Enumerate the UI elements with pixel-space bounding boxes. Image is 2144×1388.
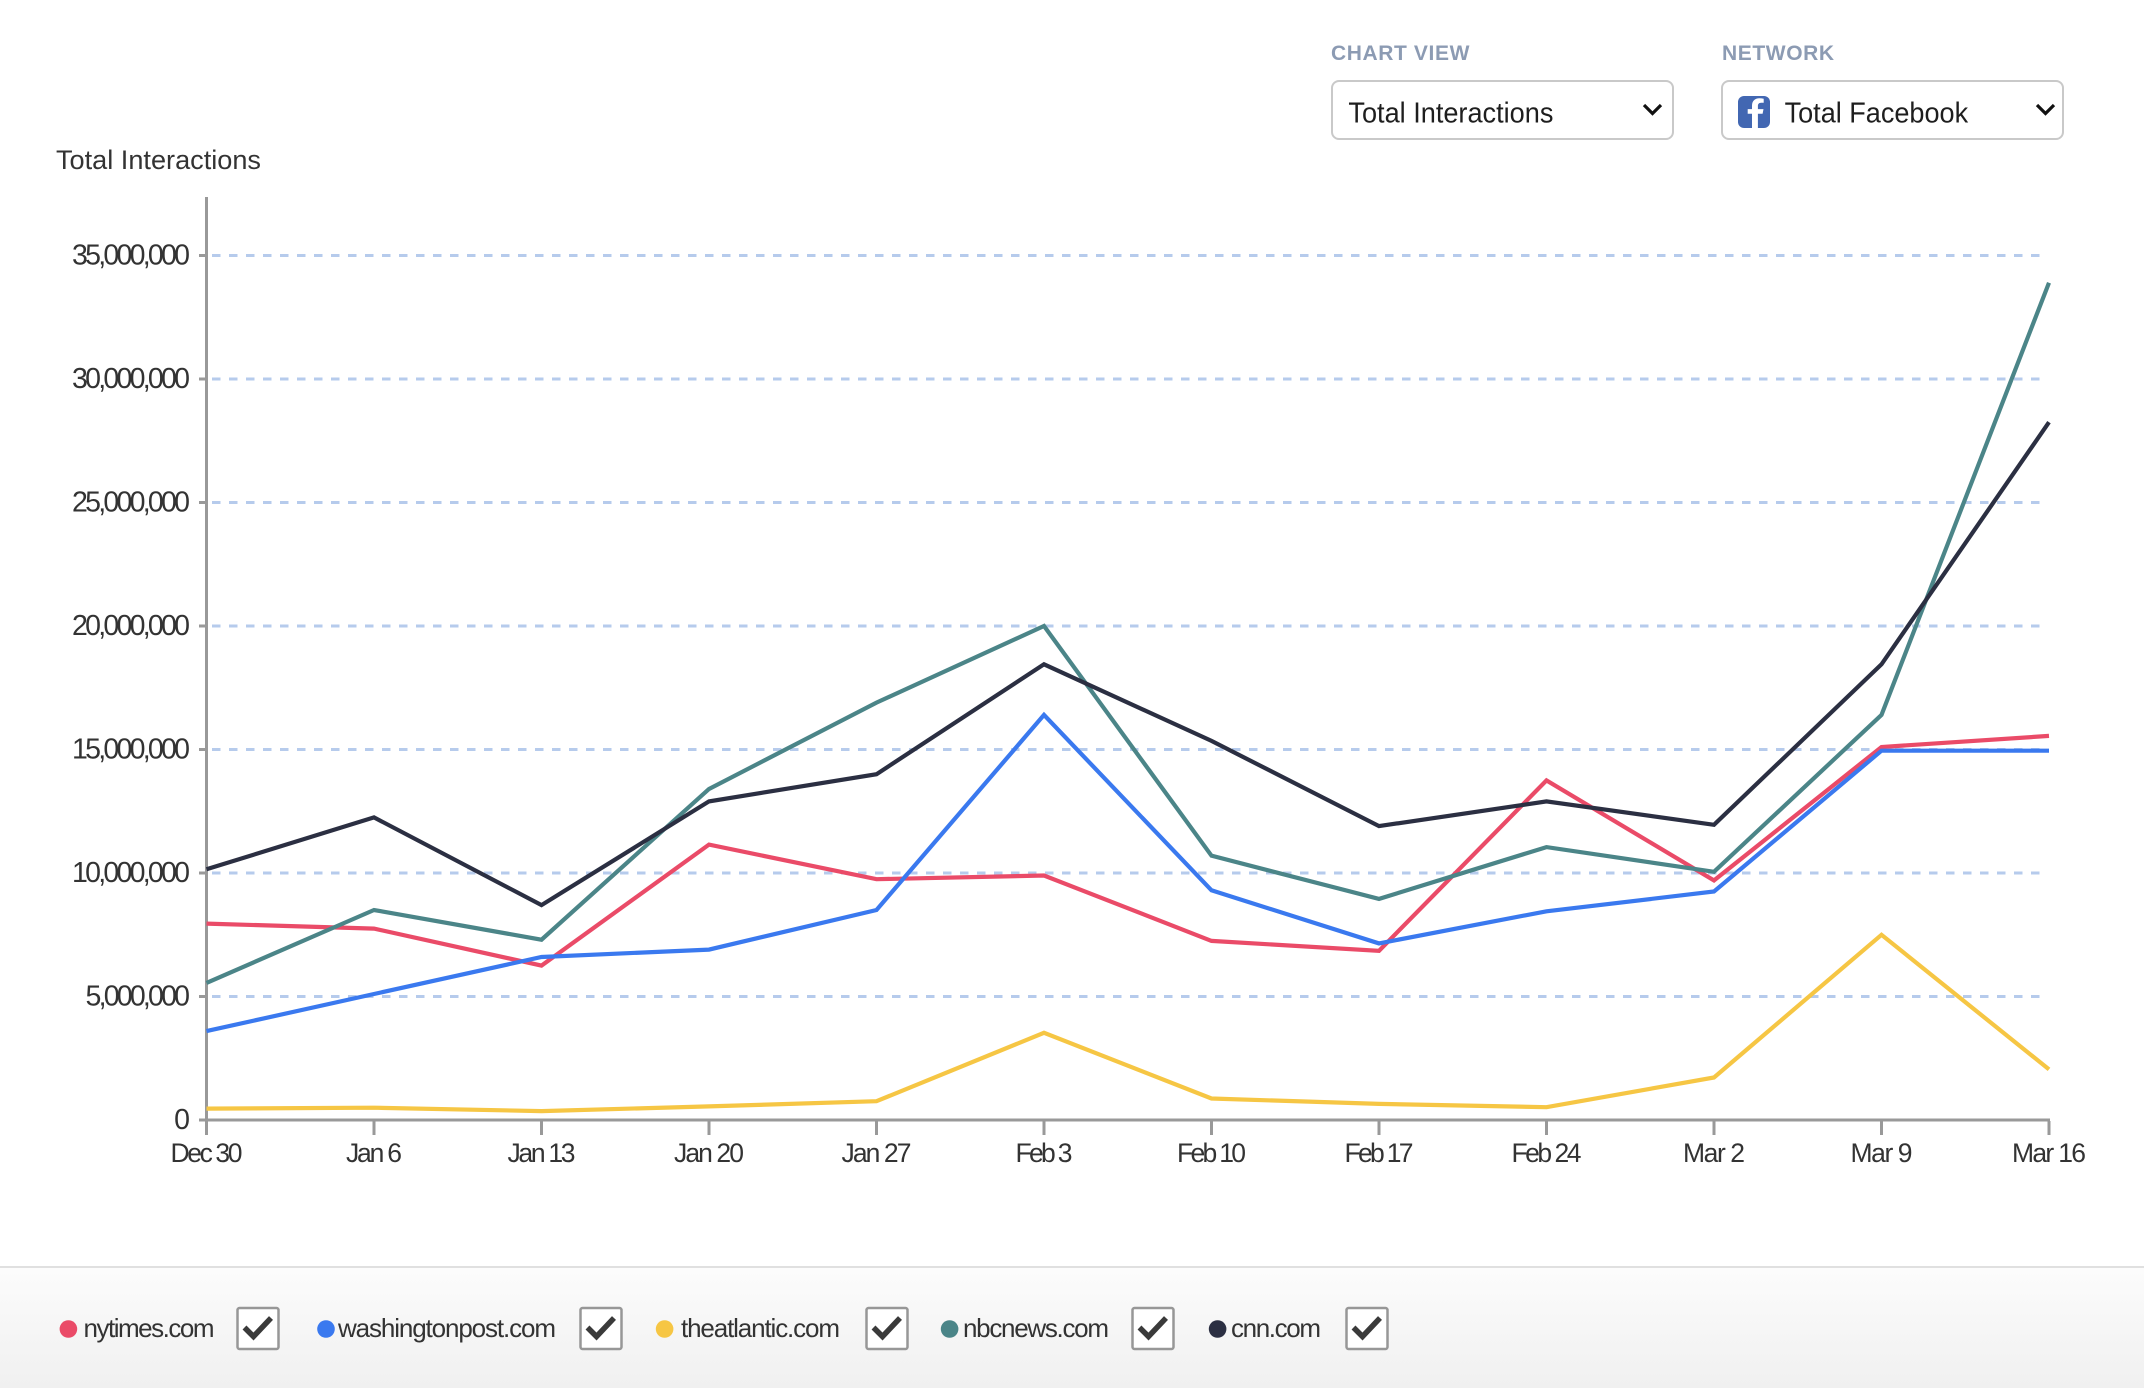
svg-text:Jan 27: Jan 27: [842, 1138, 912, 1168]
svg-text:Feb 10: Feb 10: [1177, 1138, 1246, 1168]
svg-text:Jan 13: Jan 13: [508, 1138, 576, 1168]
svg-text:Mar 2: Mar 2: [1683, 1138, 1745, 1168]
svg-text:Feb 3: Feb 3: [1016, 1138, 1073, 1168]
svg-text:20,000,000: 20,000,000: [72, 610, 190, 642]
svg-text:30,000,000: 30,000,000: [72, 363, 190, 395]
svg-text:Jan 6: Jan 6: [346, 1138, 402, 1168]
svg-text:Total Interactions: Total Interactions: [56, 145, 261, 175]
svg-text:10,000,000: 10,000,000: [72, 857, 190, 889]
svg-text:Mar 9: Mar 9: [1851, 1138, 1913, 1168]
svg-text:nbcnews.com: nbcnews.com: [963, 1313, 1109, 1343]
svg-text:washingtonpost.com: washingtonpost.com: [337, 1313, 556, 1343]
svg-text:Feb 24: Feb 24: [1512, 1138, 1582, 1168]
svg-text:Jan 20: Jan 20: [674, 1138, 744, 1168]
svg-text:cnn.com: cnn.com: [1231, 1313, 1321, 1343]
svg-text:Total Interactions: Total Interactions: [1348, 98, 1553, 130]
svg-text:nytimes.com: nytimes.com: [84, 1313, 215, 1343]
svg-text:5,000,000: 5,000,000: [86, 981, 191, 1013]
svg-text:Mar 16: Mar 16: [2012, 1138, 2086, 1168]
svg-text:35,000,000: 35,000,000: [72, 240, 190, 272]
svg-text:Dec 30: Dec 30: [171, 1138, 243, 1168]
svg-text:Total Facebook: Total Facebook: [1785, 98, 1969, 130]
svg-text:25,000,000: 25,000,000: [72, 487, 190, 519]
svg-text:theatlantic.com: theatlantic.com: [681, 1313, 840, 1343]
svg-text:0: 0: [174, 1104, 190, 1136]
svg-text:Feb 17: Feb 17: [1345, 1138, 1414, 1168]
svg-text:15,000,000: 15,000,000: [72, 734, 190, 766]
